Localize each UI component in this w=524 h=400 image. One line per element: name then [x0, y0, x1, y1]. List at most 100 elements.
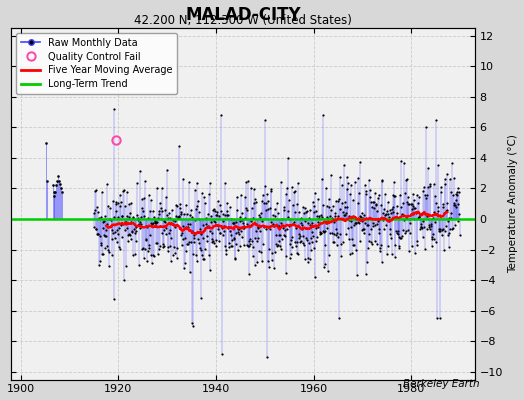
Point	[414, 214, 423, 220]
Point	[394, 227, 402, 234]
Point	[166, 215, 174, 221]
Point	[367, 204, 376, 210]
Point	[273, 222, 281, 228]
Point	[309, 199, 317, 205]
Point	[292, 224, 300, 231]
Point	[140, 255, 148, 262]
Point	[286, 255, 294, 261]
Point	[290, 239, 299, 245]
Point	[226, 204, 234, 210]
Point	[424, 184, 432, 190]
Point	[246, 241, 254, 248]
Point	[402, 176, 411, 182]
Point	[248, 237, 256, 244]
Point	[373, 207, 381, 214]
Point	[233, 194, 241, 200]
Point	[140, 212, 149, 219]
Point	[397, 158, 405, 164]
Point	[347, 224, 356, 230]
Point	[335, 206, 344, 212]
Point	[267, 219, 275, 225]
Point	[279, 223, 287, 229]
Point	[406, 216, 414, 222]
Point	[263, 191, 271, 198]
Point	[173, 245, 182, 252]
Point	[188, 320, 196, 326]
Point	[186, 221, 194, 228]
Point	[275, 232, 283, 238]
Point	[315, 213, 323, 220]
Point	[103, 221, 111, 227]
Point	[281, 270, 290, 276]
Point	[286, 216, 294, 222]
Point	[268, 250, 276, 256]
Point	[443, 171, 452, 178]
Point	[162, 231, 171, 237]
Point	[412, 208, 420, 215]
Point	[118, 213, 127, 219]
Point	[331, 213, 340, 220]
Point	[229, 220, 237, 226]
Point	[113, 213, 122, 220]
Point	[299, 204, 308, 211]
Point	[105, 249, 114, 255]
Point	[195, 208, 203, 215]
Point	[205, 252, 213, 258]
Point	[211, 212, 220, 218]
Point	[203, 233, 212, 240]
Point	[452, 204, 461, 210]
Point	[126, 232, 134, 238]
Point	[100, 232, 108, 238]
Point	[241, 214, 249, 221]
Point	[320, 242, 329, 248]
Point	[157, 208, 166, 214]
Point	[217, 350, 226, 357]
Point	[97, 214, 105, 220]
Point	[351, 246, 359, 253]
Point	[311, 190, 319, 196]
Point	[170, 222, 178, 228]
Point	[223, 212, 232, 218]
Point	[308, 239, 316, 245]
Point	[325, 252, 333, 258]
Point	[94, 230, 102, 237]
Point	[295, 231, 303, 237]
Point	[264, 258, 272, 264]
Point	[212, 237, 221, 243]
Point	[332, 226, 341, 232]
Point	[187, 207, 195, 213]
Point	[276, 232, 285, 239]
Point	[291, 188, 299, 194]
Point	[345, 217, 353, 223]
Point	[91, 206, 99, 213]
Point	[380, 191, 389, 197]
Point	[53, 178, 62, 184]
Point	[241, 224, 249, 231]
Point	[170, 224, 179, 230]
Point	[307, 246, 315, 253]
Point	[394, 230, 402, 237]
Point	[120, 276, 128, 283]
Point	[328, 216, 336, 223]
Point	[151, 220, 159, 226]
Point	[297, 219, 305, 226]
Point	[329, 239, 337, 245]
Point	[176, 204, 184, 211]
Point	[165, 210, 173, 216]
Point	[230, 236, 238, 242]
Point	[445, 215, 454, 222]
Point	[255, 228, 264, 234]
Point	[395, 234, 403, 240]
Point	[137, 246, 146, 252]
Point	[163, 243, 172, 250]
Point	[235, 225, 243, 232]
Point	[221, 180, 230, 187]
Point	[306, 222, 314, 228]
Point	[160, 219, 169, 226]
Point	[355, 220, 363, 226]
Point	[295, 234, 303, 241]
Point	[188, 228, 196, 234]
Point	[318, 176, 326, 182]
Point	[410, 216, 419, 222]
Point	[386, 226, 394, 232]
